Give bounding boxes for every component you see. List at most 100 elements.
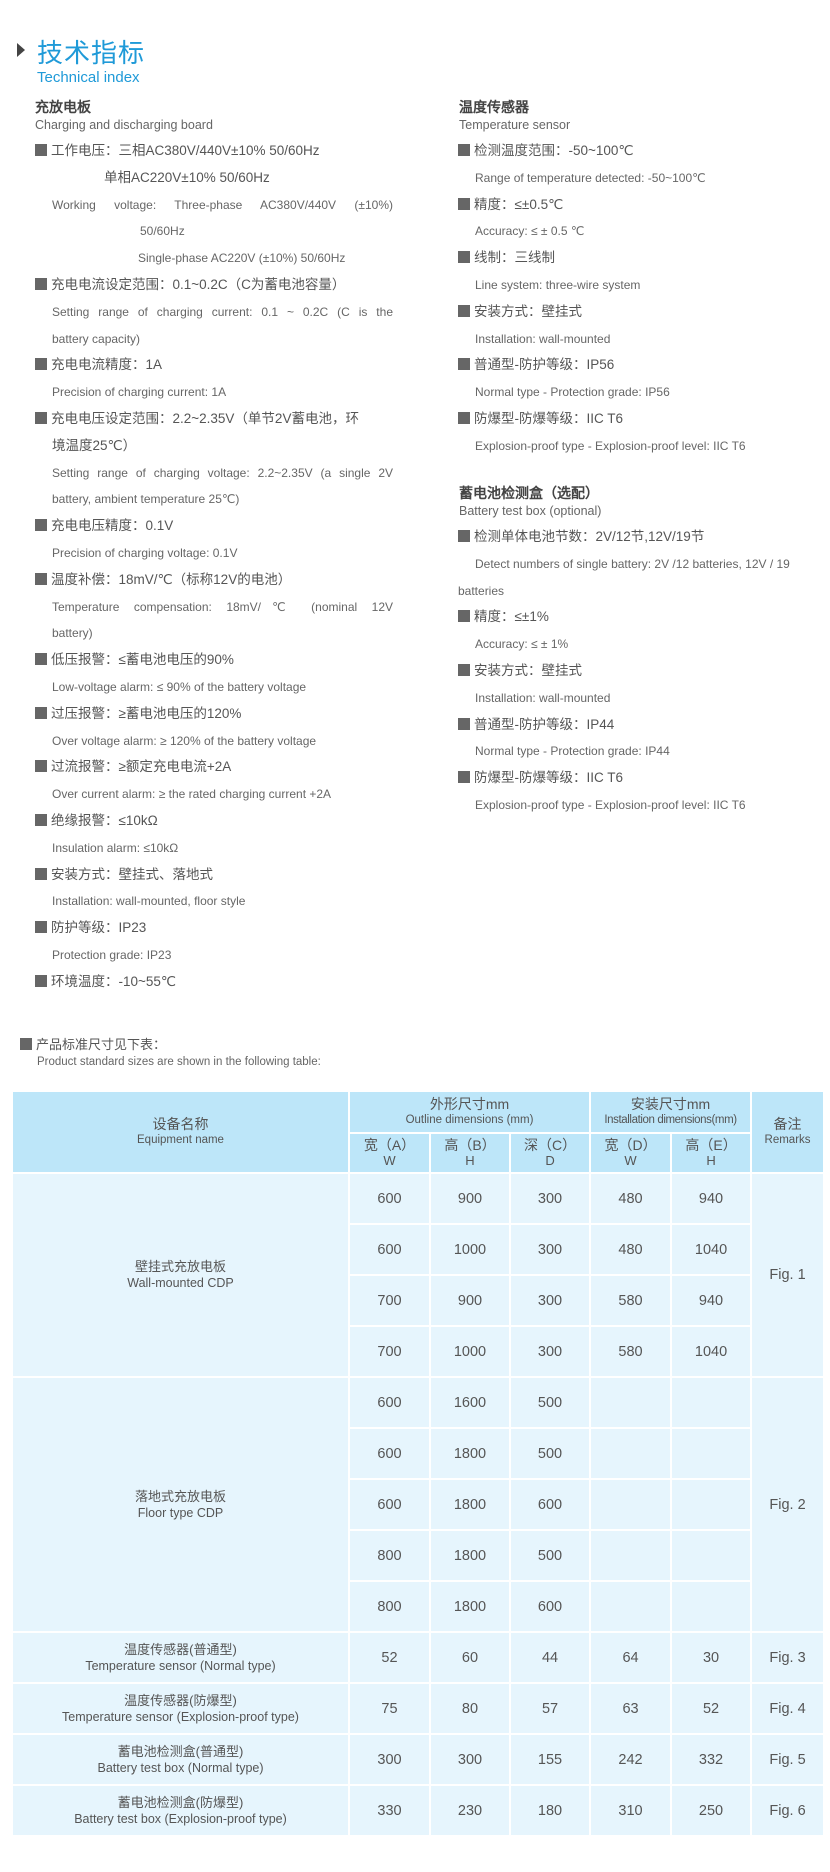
- dimension-cell: [670, 1478, 753, 1531]
- dimension-cell: 1000: [429, 1223, 511, 1276]
- spec-item: 低压报警：≤蓄电池电压的90%: [35, 647, 393, 674]
- dimension-cell: 1800: [429, 1580, 511, 1633]
- spec-label: Detect numbers of single battery: 2V /12…: [475, 556, 790, 571]
- dimension-cell: [589, 1376, 673, 1429]
- dimension-cell: 500: [508, 1376, 592, 1429]
- spec-label: 线制：三线制: [474, 250, 555, 266]
- spec-item: 精度：≤±1%: [458, 604, 820, 631]
- spec-label: Working voltage: Three-phase AC380V/440V…: [52, 197, 393, 212]
- header-sub-column: 宽（D） W: [589, 1132, 673, 1174]
- dimension-cell: [670, 1427, 753, 1480]
- table-row: 温度传感器(防爆型) Temperature sensor (Explosion-…: [11, 1682, 826, 1735]
- spec-item: 过流报警：≥额定充电电流+2A: [35, 754, 393, 781]
- spec-text: battery, ambient temperature 25℃): [35, 486, 393, 513]
- dimension-cell: 1040: [670, 1223, 753, 1276]
- dimension-cell: 600: [508, 1580, 592, 1633]
- bullet-icon: [35, 760, 47, 773]
- spec-item: 充电电压设定范围：2.2~2.35V（单节2V蓄电池，环: [35, 406, 393, 433]
- dimension-cell: 700: [348, 1325, 431, 1378]
- table-row: 蓄电池检测盒(普通型) Battery test box (Normal type…: [11, 1733, 826, 1786]
- spec-text: Normal type - Protection grade: IP44: [458, 738, 820, 765]
- dimension-cell: 580: [589, 1274, 673, 1327]
- spec-label: 充电电流设定范围：0.1~0.2C（C为蓄电池容量）: [51, 276, 346, 292]
- table-row: 700 900 300 580 940: [12, 1274, 824, 1327]
- spec-label: Setting range of charging current: 0.1 ~…: [52, 304, 393, 319]
- spec-item: 充电电压精度：0.1V: [35, 513, 393, 540]
- battery-box-section: 蓄电池检测盒（选配） Battery test box (optional) 检…: [458, 484, 820, 819]
- dimension-cell: 600: [348, 1376, 431, 1429]
- spec-label: Accuracy: ≤ ± 0.5 ℃: [475, 224, 585, 239]
- dimension-cell: 600: [508, 1478, 592, 1531]
- dimension-cell: 63: [589, 1682, 673, 1735]
- spec-label: Insulation alarm: ≤10kΩ: [52, 840, 179, 855]
- spec-item: 线制：三线制: [458, 245, 820, 272]
- spec-item: 温度补偿：18mV/℃（标称12V的电池）: [35, 567, 393, 594]
- spec-text: Temperature compensation: 18mV/℃ (nomina…: [35, 594, 393, 621]
- dimension-cell: 480: [589, 1223, 673, 1276]
- dimension-cell: 900: [429, 1172, 511, 1225]
- spec-label: Low-voltage alarm: ≤ 90% of the battery …: [52, 679, 307, 694]
- bullet-icon: [458, 411, 470, 424]
- spec-label: 低压报警：≤蓄电池电压的90%: [51, 652, 234, 668]
- equipment-name: 蓄电池检测盒(防爆型) Battery test box (Explosion-p…: [11, 1784, 350, 1837]
- dimension-cell: 1040: [670, 1325, 753, 1378]
- spec-text: 单相AC220V±10% 50/60Hz: [35, 165, 393, 192]
- spec-label: 境温度25℃）: [52, 437, 137, 453]
- spec-text: Normal type - Protection grade: IP56: [458, 379, 820, 406]
- dimension-cell: [670, 1529, 753, 1582]
- spec-text: battery): [35, 620, 393, 647]
- sizes-subtitle: Product standard sizes are shown in the …: [37, 1056, 321, 1068]
- equipment-name: 壁挂式充放电板 Wall-mounted CDP: [11, 1172, 350, 1378]
- spec-text: 50/60Hz: [35, 218, 393, 245]
- spec-label: 充电电压设定范围：2.2~2.35V（单节2V蓄电池，环: [51, 410, 359, 426]
- dimension-cell: [670, 1580, 753, 1633]
- bullet-icon: [458, 358, 470, 371]
- dimension-cell: 30: [670, 1631, 753, 1684]
- spec-label: battery): [52, 626, 93, 641]
- spec-text: Precision of charging current: 1A: [35, 379, 393, 406]
- bullet-icon: [35, 653, 47, 666]
- dimension-cell: [589, 1478, 673, 1531]
- dimension-cell: 1600: [429, 1376, 511, 1429]
- dimension-cell: 580: [589, 1325, 673, 1378]
- dimension-cell: 155: [508, 1733, 592, 1786]
- spec-label: battery capacity): [52, 331, 141, 346]
- spec-item: 防护等级：IP23: [35, 915, 393, 942]
- section-arrow-icon: [17, 43, 25, 57]
- spec-label: 普通型-防护等级：IP44: [474, 716, 615, 732]
- dimension-cell: 800: [348, 1529, 431, 1582]
- spec-label: 精度：≤±0.5℃: [474, 196, 564, 212]
- spec-label: 充电电压精度：0.1V: [51, 518, 174, 534]
- bullet-icon: [35, 144, 47, 156]
- spec-list: 工作电压：三相AC380V/440V±10% 50/60Hz 单相AC220V±1…: [35, 138, 393, 996]
- spec-item: 充电电流精度：1A: [35, 352, 393, 379]
- spec-list: 检测温度范围：-50~100℃ Range of temperature dete…: [458, 138, 820, 460]
- spec-label: Over current alarm: ≥ the rated charging…: [52, 787, 332, 802]
- dimension-cell: 700: [348, 1274, 431, 1327]
- dimension-cell: 60: [429, 1631, 511, 1684]
- dimension-cell: [670, 1376, 753, 1429]
- spec-item: 充电电流设定范围：0.1~0.2C（C为蓄电池容量）: [35, 272, 393, 299]
- bullet-icon: [35, 519, 47, 532]
- spec-label: Precision of charging voltage: 0.1V: [52, 545, 238, 560]
- dimension-cell: 800: [348, 1580, 431, 1633]
- spec-text: Precision of charging voltage: 0.1V: [35, 540, 393, 567]
- dimension-cell: 1800: [429, 1427, 511, 1480]
- equipment-name: 蓄电池检测盒(普通型) Battery test box (Normal type…: [11, 1733, 350, 1786]
- spec-label: 安装方式：壁挂式: [474, 303, 582, 319]
- spec-item: 环境温度：-10~55℃: [35, 969, 393, 996]
- spec-text: Explosion-proof type - Explosion-proof l…: [458, 792, 820, 819]
- header-remarks: 备注 Remarks: [750, 1090, 826, 1174]
- spec-item: 安装方式：壁挂式、落地式: [35, 862, 393, 889]
- table-row: 落地式充放电板 Floor type CDP 600 1600 500 Fig. 2: [11, 1376, 826, 1633]
- spec-label: 环境温度：-10~55℃: [51, 973, 177, 989]
- section-title: 蓄电池检测盒（选配）: [459, 485, 599, 501]
- table-row: 壁挂式充放电板 Wall-mounted CDP 600 900 300 480 940 Fi…: [11, 1172, 826, 1378]
- spec-text: Setting range of charging current: 0.1 ~…: [35, 299, 393, 326]
- remarks-cell: Fig. 4: [750, 1682, 826, 1735]
- spec-label: Normal type - Protection grade: IP56: [475, 385, 670, 400]
- dimension-cell: 1800: [429, 1478, 511, 1531]
- spec-label: 温度补偿：18mV/℃（标称12V的电池）: [51, 571, 292, 587]
- spec-text: Detect numbers of single battery: 2V /12…: [458, 551, 820, 578]
- spec-text: Line system: three-wire system: [458, 272, 820, 299]
